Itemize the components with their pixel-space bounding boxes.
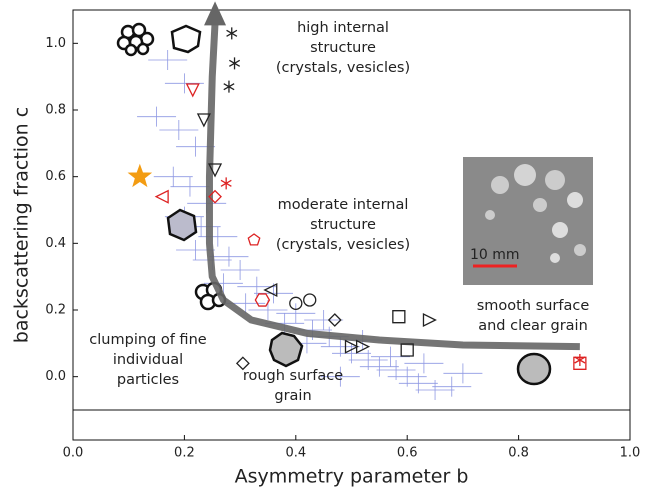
marker <box>573 356 587 370</box>
marker <box>400 343 414 357</box>
marker <box>229 57 241 70</box>
annotation: (crystals, vesicles) <box>276 237 410 253</box>
annotation: clumping of fine <box>89 332 206 348</box>
annotation: (crystals, vesicles) <box>276 60 410 76</box>
error-cross <box>164 73 204 94</box>
grain-icons <box>116 22 552 386</box>
error-cross <box>304 310 344 330</box>
marker <box>208 189 222 204</box>
error-cross <box>198 226 238 247</box>
error-cross <box>159 120 199 140</box>
annotation: and clear grain <box>478 318 588 334</box>
icon-smooth <box>516 352 552 386</box>
error-cross <box>153 166 193 187</box>
y-axis-label: backscattering fraction c <box>11 107 33 343</box>
error-cross <box>320 366 360 387</box>
annotation: structure <box>310 40 376 56</box>
y-tick-label: 1.0 <box>45 36 66 51</box>
y-tick-label: 0.0 <box>45 369 66 384</box>
error-cross <box>370 346 410 367</box>
error-cross <box>148 50 188 70</box>
plot-frame <box>72 9 631 441</box>
annotation: structure <box>310 217 376 233</box>
marker <box>303 293 317 307</box>
arrow-head <box>204 1 227 26</box>
annotation: particles <box>117 372 179 388</box>
marker <box>185 83 200 98</box>
y-tick-label: 0.8 <box>45 103 66 118</box>
icon-rough <box>268 331 304 368</box>
error-cross <box>276 303 316 324</box>
marker <box>247 233 261 246</box>
x-tick-label: 0.0 <box>63 446 84 461</box>
annotation: grain <box>274 388 311 404</box>
marker <box>254 293 271 307</box>
marker <box>196 113 211 128</box>
marker <box>235 356 250 371</box>
x-axis-label: Asymmetry parameter b <box>235 466 469 488</box>
marker <box>220 177 232 190</box>
icon-blob <box>170 24 202 54</box>
error-cross <box>170 176 210 197</box>
error-cross <box>443 363 483 384</box>
annotation: smooth surface <box>477 298 590 314</box>
marker <box>392 310 406 324</box>
marker <box>226 27 238 40</box>
icon-cluster <box>116 22 155 57</box>
marker <box>207 163 223 178</box>
marker <box>127 163 153 188</box>
trend-arrow <box>205 23 580 351</box>
marker <box>327 313 342 327</box>
error-cross <box>220 260 260 280</box>
error-cross <box>359 356 399 377</box>
marker <box>355 339 371 354</box>
error-cross <box>415 380 455 400</box>
annotation: individual <box>113 352 183 368</box>
y-tick-label: 0.2 <box>45 303 66 318</box>
x-tick-label: 1.0 <box>620 446 641 461</box>
x-tick-label: 0.8 <box>508 446 529 461</box>
inset-label: 10 mm <box>470 247 520 263</box>
marker <box>154 189 169 204</box>
marker <box>289 296 303 310</box>
annotation: high internal <box>297 20 389 36</box>
error-cross <box>432 376 472 397</box>
marker <box>344 339 359 354</box>
annotation: rough surface <box>243 368 343 384</box>
error-cross <box>137 106 177 127</box>
annotation: moderate internal <box>278 197 409 213</box>
marker <box>263 282 278 298</box>
error-cross <box>404 353 444 374</box>
marker <box>574 354 586 366</box>
x-tick-label: 0.6 <box>397 446 418 461</box>
y-tick-label: 0.4 <box>45 236 66 251</box>
error-cross <box>209 246 249 267</box>
inset-photo: 10 mm <box>463 157 593 285</box>
marker <box>223 80 235 93</box>
y-tick-label: 0.6 <box>45 169 66 184</box>
marker <box>422 312 437 328</box>
icon-blob <box>166 208 198 242</box>
x-tick-label: 0.4 <box>285 446 306 461</box>
x-tick-label: 0.2 <box>174 446 195 461</box>
